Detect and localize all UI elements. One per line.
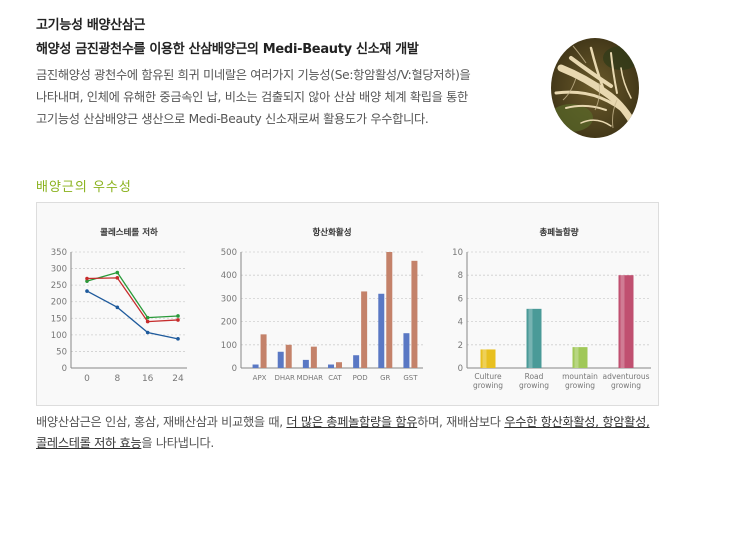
bar-highlight xyxy=(482,349,487,368)
y-tick-label: 150 xyxy=(51,314,67,324)
bar xyxy=(336,362,342,368)
antioxidant-chart: 항산화활성 0 100 200 300 400 500 APX DHAR MDHAR CAT POD G… xyxy=(221,227,423,382)
y-tick-label: 350 xyxy=(51,248,67,258)
y-tick-label: 300 xyxy=(51,265,67,275)
bar xyxy=(260,334,267,368)
intro-line: 고기능성 산삼배양근 생산으로 Medi-Beauty 신소재로써 활용도가 우… xyxy=(36,112,429,126)
charts-panel: 콜레스테롤 저하 0 50 100 150 200 250 300 350 0 8 16 24 항산화활… xyxy=(36,202,659,406)
x-tick-label: growing xyxy=(473,381,503,390)
bar-highlight xyxy=(574,347,579,368)
bar xyxy=(361,291,368,368)
bar xyxy=(252,364,259,368)
bar xyxy=(618,275,634,368)
footer-text: 배양산삼근은 인삼, 홍삼, 재배산삼과 비교했을 때, 더 많은 총페놀함량을… xyxy=(36,412,676,454)
bar xyxy=(403,333,410,368)
series-line xyxy=(86,271,179,319)
y-tick-label: 0 xyxy=(62,364,67,374)
bar xyxy=(277,351,284,368)
chart-title: 콜레스테롤 저하 xyxy=(100,227,158,238)
intro-line: 금진해양성 광천수에 함유된 희귀 미네랄은 여러가지 기능성(Se:항암활성/… xyxy=(36,68,471,82)
y-tick-label: 2 xyxy=(458,341,463,351)
x-tick-label: growing xyxy=(519,381,549,390)
y-tick-label: 500 xyxy=(221,248,237,258)
bar xyxy=(310,346,317,368)
footer-highlight: 콜레스테롤 저하 효능 xyxy=(36,436,142,450)
intro-text: 금진해양성 광천수에 함유된 희귀 미네랄은 여러가지 기능성(Se:항암활성/… xyxy=(36,64,536,130)
x-tick-label: 8 xyxy=(114,374,120,384)
x-tick-label: 0 xyxy=(84,374,90,384)
data-point xyxy=(85,289,89,293)
bar xyxy=(353,355,360,368)
footer-text-part: 하며, 재배삼보다 xyxy=(417,415,505,429)
x-tick-label: GST xyxy=(403,374,418,382)
data-point xyxy=(85,279,89,283)
x-tick-label: POD xyxy=(353,374,368,382)
x-tick-label: adventurous xyxy=(602,372,649,381)
bar xyxy=(302,359,309,368)
x-tick-label: Culture xyxy=(474,372,502,381)
y-tick-label: 0 xyxy=(458,364,463,374)
bar xyxy=(411,260,418,368)
bar xyxy=(480,349,496,368)
y-tick-label: 100 xyxy=(51,331,67,341)
x-tick-label: APX xyxy=(253,374,267,382)
section-title: 배양근의 우수성 xyxy=(36,180,132,195)
bar-highlight xyxy=(620,275,625,368)
y-tick-label: 100 xyxy=(221,341,237,351)
footer-highlight: 우수한 항산화활성, 항암활성, xyxy=(504,415,650,429)
x-tick-label: 24 xyxy=(172,374,184,384)
series-line xyxy=(86,277,179,323)
y-tick-label: 50 xyxy=(56,347,67,357)
x-tick-label: growing xyxy=(611,381,641,390)
series-line xyxy=(86,290,179,340)
data-point xyxy=(145,315,150,320)
data-point xyxy=(115,276,120,280)
data-point xyxy=(176,318,180,322)
bar xyxy=(386,252,393,368)
data-point xyxy=(115,270,120,275)
data-point xyxy=(85,276,89,281)
phenol-chart: 총페놀함량0246810CulturegrowingRoadgrowingmou… xyxy=(452,227,651,390)
bar xyxy=(526,308,542,368)
page-title: 고기능성 배양산삼근 xyxy=(36,18,146,33)
bar xyxy=(285,344,292,368)
x-tick-label: CAT xyxy=(328,374,342,382)
x-tick-label: 16 xyxy=(142,374,154,384)
y-tick-label: 10 xyxy=(452,248,463,258)
bar-highlight xyxy=(528,308,533,368)
ginseng-root-photo xyxy=(551,38,639,138)
y-tick-label: 200 xyxy=(221,318,237,328)
x-tick-label: Road xyxy=(525,372,544,381)
x-tick-label: growing xyxy=(565,381,595,390)
y-tick-label: 6 xyxy=(458,294,463,304)
intro-line: 나타내며, 인체에 유해한 중금속인 납, 비소는 검출되지 않아 산삼 배양 … xyxy=(36,90,468,104)
cholesterol-chart: 콜레스테롤 저하 0 50 100 150 200 250 300 350 0 8 16 24 xyxy=(51,227,187,384)
y-tick-label: 8 xyxy=(458,271,463,281)
page-subtitle: 해양성 금진광천수를 이용한 산삼배양근의 Medi-Beauty 신소재 개발 xyxy=(36,42,419,57)
data-point xyxy=(176,337,180,341)
y-tick-label: 4 xyxy=(458,318,463,328)
data-point xyxy=(115,305,120,310)
x-tick-label: DHAR xyxy=(275,374,295,382)
bar xyxy=(378,293,385,368)
y-tick-label: 0 xyxy=(232,364,237,374)
data-point xyxy=(145,319,150,324)
x-tick-label: mountain xyxy=(562,372,598,381)
data-point xyxy=(145,330,150,335)
y-tick-label: 400 xyxy=(221,271,237,281)
bar xyxy=(328,364,334,368)
footer-highlight: 더 많은 총페놀함량을 함유 xyxy=(286,415,418,429)
x-tick-label: MDHAR xyxy=(297,374,323,382)
x-tick-label: GR xyxy=(380,374,390,382)
y-tick-label: 300 xyxy=(221,294,237,304)
footer-text-part: 배양산삼근은 인삼, 홍삼, 재배산삼과 비교했을 때, xyxy=(36,415,287,429)
footer-text-part: 을 나타냅니다. xyxy=(141,436,214,450)
y-tick-label: 200 xyxy=(51,298,67,308)
data-point xyxy=(176,314,180,318)
bar xyxy=(572,347,588,368)
chart-title: 총페놀함량 xyxy=(539,227,578,238)
chart-title: 항산화활성 xyxy=(312,227,351,238)
y-tick-label: 250 xyxy=(51,281,67,291)
